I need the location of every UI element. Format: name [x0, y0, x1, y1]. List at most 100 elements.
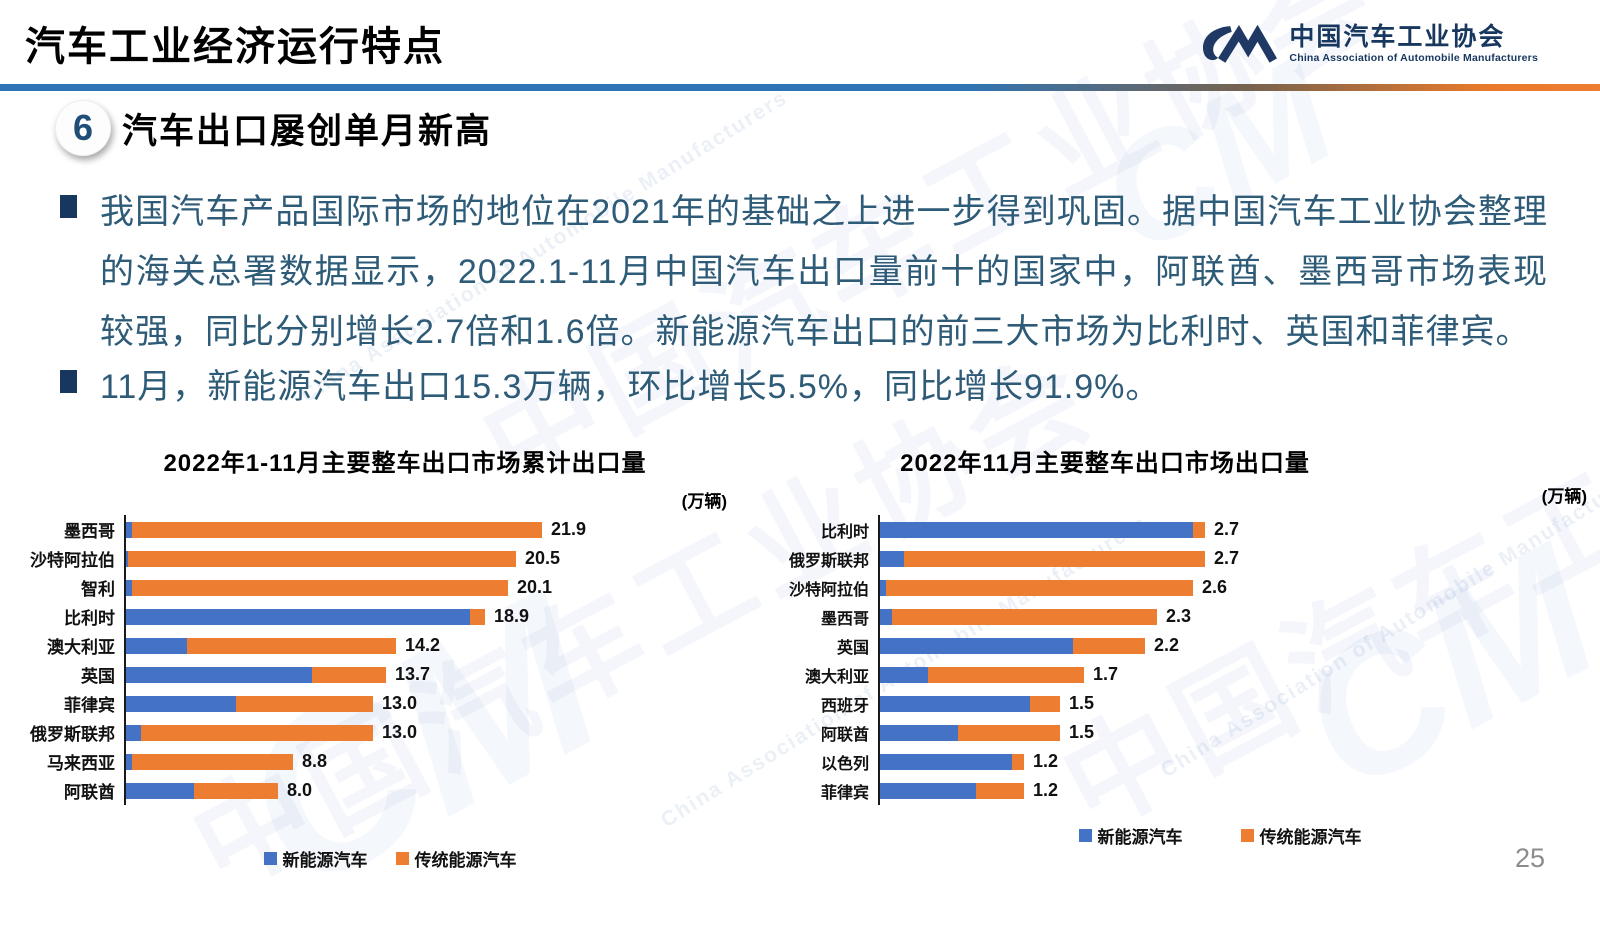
- chart-cumulative-exports: 2022年1-11月主要整车出口市场累计出口量 (万辆) 墨西哥 21.9 沙特阿拉…: [5, 443, 750, 873]
- chart-row: 墨西哥 2.3: [785, 602, 1595, 631]
- legend-item: 新能源汽车: [1078, 823, 1183, 848]
- chart-title: 2022年11月主要整车出口市场出口量: [900, 450, 1310, 477]
- bar-value-label: 13.0: [382, 693, 418, 713]
- chart-category-label: 马来西亚: [47, 754, 115, 773]
- chart-category-label: 智利: [81, 580, 115, 599]
- bar-value-label: 1.5: [1069, 722, 1095, 742]
- chart-row: 澳大利亚 14.2: [5, 631, 750, 660]
- legend-swatch: [263, 852, 277, 865]
- bar-segment-nev: [880, 579, 886, 596]
- chart-legend: 新能源汽车 传统能源汽车: [130, 846, 650, 871]
- chart-bar-stack: 8.0: [124, 776, 750, 805]
- chart-row: 沙特阿拉伯 20.5: [5, 544, 750, 573]
- chart-row: 阿联酋 8.0: [5, 776, 750, 805]
- legend-swatch: [1078, 829, 1092, 842]
- chart-bar-stack: 20.5: [124, 544, 750, 573]
- bar-segment-ice: [132, 753, 293, 770]
- chart-category-label: 菲律宾: [820, 784, 869, 802]
- bar-segment-ice: [128, 550, 516, 567]
- chart-bar-stack: 1.7: [878, 660, 1595, 689]
- bar-segment-ice: [1193, 521, 1205, 538]
- chart-row: 智利 20.1: [5, 573, 750, 602]
- chart-category-label: 比利时: [64, 609, 115, 628]
- chart-row: 俄罗斯联邦 13.0: [5, 718, 750, 747]
- bar-segment-ice: [132, 579, 508, 596]
- bar-value-label: 1.7: [1093, 664, 1119, 684]
- chart-row: 沙特阿拉伯 2.6: [785, 573, 1595, 602]
- bar-segment-nev: [126, 550, 128, 567]
- bar-segment-nev: [880, 637, 1073, 654]
- chart-bar-stack: 21.9: [124, 515, 750, 544]
- chart-row: 墨西哥 21.9: [5, 515, 750, 544]
- logo-name-en: China Association of Automobile Manufact…: [1289, 51, 1538, 64]
- chart-category-label: 阿联酋: [64, 783, 115, 802]
- chart-category-label: 沙特阿拉伯: [30, 551, 115, 570]
- bar-value-label: 1.2: [1033, 751, 1059, 771]
- chart-row: 阿联酋 1.5: [785, 718, 1595, 747]
- bar-segment-nev: [880, 782, 976, 799]
- bar-segment-ice: [141, 724, 373, 741]
- caam-logo-icon: [1193, 16, 1279, 72]
- chart-category-label: 墨西哥: [820, 610, 869, 628]
- chart-category-label: 墨西哥: [64, 522, 115, 541]
- bar-segment-ice: [976, 782, 1024, 799]
- bar-segment-nev: [126, 724, 141, 741]
- chart-bar-stack: 8.8: [124, 747, 750, 776]
- bar-value-label: 21.9: [551, 519, 587, 539]
- chart-category-label: 澳大利亚: [804, 668, 869, 686]
- bar-value-label: 13.7: [395, 664, 431, 684]
- bar-segment-ice: [892, 608, 1157, 625]
- bar-segment-nev: [880, 666, 928, 683]
- bar-segment-ice: [312, 666, 386, 683]
- legend-item: 传统能源汽车: [1240, 823, 1362, 848]
- chart-unit-label: (万辆): [1541, 487, 1587, 506]
- section-number-badge: 6: [55, 100, 111, 156]
- bar-segment-ice: [187, 637, 396, 654]
- bar-segment-nev: [880, 521, 1193, 538]
- legend-label: 传统能源汽车: [1259, 828, 1362, 847]
- chart-bar-stack: 18.9: [124, 602, 750, 631]
- bullet-marker: [60, 195, 77, 218]
- chart-bar-stack: 2.6: [878, 573, 1595, 602]
- chart-category-label: 英国: [836, 639, 869, 657]
- page-number: 25: [1514, 843, 1545, 873]
- bar-value-label: 8.0: [287, 780, 313, 800]
- bar-value-label: 1.5: [1069, 693, 1095, 713]
- chart-bar-stack: 2.7: [878, 515, 1595, 544]
- chart-bar-stack: 1.2: [878, 776, 1595, 805]
- bullet-item: 我国汽车产品国际市场的地位在2021年的基础之上进一步得到巩固。据中国汽车工业协…: [60, 182, 1548, 362]
- bar-value-label: 2.3: [1166, 606, 1192, 626]
- section-number: 6: [72, 107, 94, 148]
- chart-bar-stack: 20.1: [124, 573, 750, 602]
- bar-segment-ice: [236, 695, 373, 712]
- bar-value-label: 2.7: [1214, 548, 1240, 568]
- bar-segment-nev: [880, 608, 892, 625]
- section-title: 汽车出口屡创单月新高: [122, 112, 493, 151]
- chart-category-label: 俄罗斯联邦: [788, 552, 869, 570]
- chart-plot-area: 墨西哥 21.9 沙特阿拉伯 20.5 智利 20.1 比利时 18.9 澳大利亚 14.2 英国 1…: [5, 515, 750, 805]
- caam-logo: 中国汽车工业协会 China Association of Automobile…: [1193, 16, 1538, 72]
- chart-row: 西班牙 1.5: [785, 689, 1595, 718]
- chart-bar-stack: 1.2: [878, 747, 1595, 776]
- bar-segment-nev: [126, 637, 187, 654]
- bar-segment-nev: [126, 666, 312, 683]
- chart-bar-stack: 2.3: [878, 602, 1595, 631]
- bar-value-label: 1.2: [1033, 780, 1059, 800]
- bar-segment-ice: [904, 550, 1205, 567]
- bar-value-label: 20.5: [525, 548, 561, 568]
- bar-segment-nev: [126, 695, 236, 712]
- bullet-text: 11月，新能源汽车出口15.3万辆，环比增长5.5%，同比增长91.9%。: [100, 368, 1161, 406]
- chart-row: 澳大利亚 1.7: [785, 660, 1595, 689]
- bar-segment-nev: [126, 753, 132, 770]
- legend-label: 新能源汽车: [282, 851, 368, 870]
- bar-value-label: 18.9: [494, 606, 530, 626]
- chart-row: 俄罗斯联邦 2.7: [785, 544, 1595, 573]
- bullet-item: 11月，新能源汽车出口15.3万辆，环比增长5.5%，同比增长91.9%。: [60, 357, 1548, 417]
- chart-category-label: 菲律宾: [64, 696, 115, 715]
- chart-category-label: 俄罗斯联邦: [30, 725, 115, 744]
- header-divider: [0, 84, 1600, 91]
- bar-segment-ice: [132, 521, 542, 538]
- bar-segment-nev: [880, 724, 958, 741]
- chart-category-label: 以色列: [820, 755, 869, 773]
- bar-segment-ice: [928, 666, 1084, 683]
